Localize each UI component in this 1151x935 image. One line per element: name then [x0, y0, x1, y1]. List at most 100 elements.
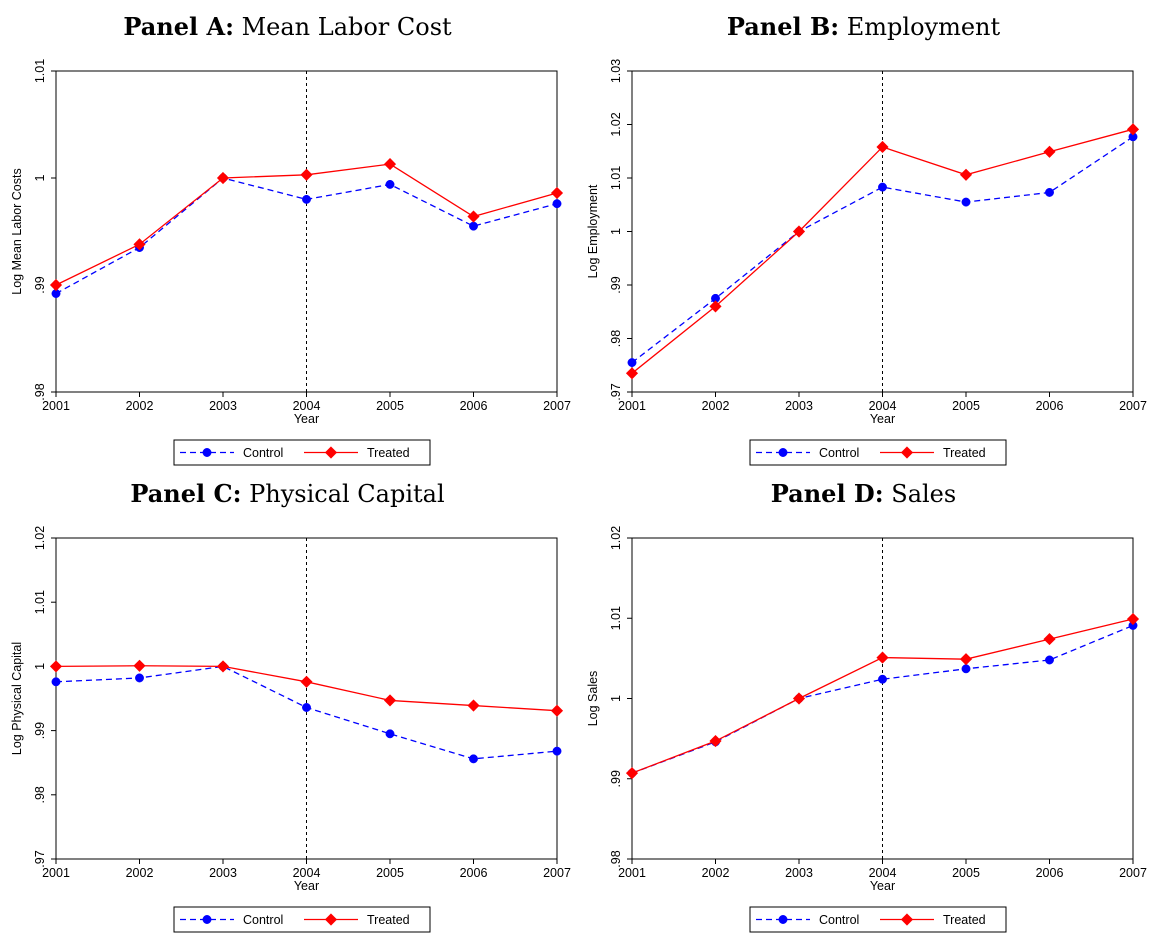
y-tick-label: .98: [609, 330, 623, 347]
panel-name: Mean Labor Cost: [241, 13, 452, 41]
legend-label-treated: Treated: [367, 446, 410, 460]
data-point-treated: [300, 675, 313, 688]
data-point-control: [302, 194, 311, 204]
y-tick-label: 1.01: [33, 59, 47, 83]
x-tick-label: 2005: [952, 399, 980, 413]
y-axis-title: Log Mean Labor Costs: [10, 168, 24, 294]
data-point-treated: [467, 699, 480, 712]
data-point-treated: [625, 767, 639, 780]
panel-name: Physical Capital: [249, 480, 445, 508]
x-tick-label: 2002: [702, 399, 730, 413]
y-tick-label: 1.01: [33, 590, 47, 614]
data-point-control: [878, 182, 887, 192]
data-point-treated: [1126, 123, 1140, 136]
legend-label-treated: Treated: [943, 913, 986, 927]
x-tick-label: 2006: [460, 399, 488, 413]
data-point-treated: [550, 704, 564, 717]
data-point-control: [552, 199, 562, 209]
data-point-treated: [133, 659, 146, 672]
x-tick-label: 2002: [126, 399, 154, 413]
y-tick-label: 1: [33, 663, 47, 670]
panel-label: Panel C:: [130, 479, 242, 508]
legend-marker-treated: [900, 913, 914, 926]
data-point-control: [385, 179, 395, 189]
data-point-control: [1045, 655, 1054, 665]
data-point-treated: [383, 694, 397, 707]
y-tick-label: .99: [33, 276, 47, 293]
x-tick-label: 2007: [1119, 866, 1147, 880]
x-tick-label: 2001: [42, 866, 70, 880]
legend-box: [173, 906, 431, 933]
data-point-treated: [959, 653, 973, 666]
data-point-treated: [876, 140, 889, 154]
y-tick-label: 1.01: [609, 166, 623, 190]
data-point-control: [469, 754, 478, 764]
data-point-treated: [383, 158, 397, 171]
panel-title: Panel D: Sales: [576, 479, 1151, 508]
y-tick-label: .97: [609, 383, 623, 400]
y-tick-label: 1.02: [609, 112, 623, 136]
chart-svg: .98 .99 1 1.01 1.02 2001 2002 2003 2004 2005 2006 2…: [586, 526, 1147, 933]
y-axis-title: Log Employment: [586, 184, 600, 278]
x-axis-title: Year: [294, 412, 319, 426]
data-point-control: [961, 664, 971, 674]
data-point-control: [385, 729, 395, 739]
x-tick-label: 2004: [869, 399, 897, 413]
legend-label-control: Control: [819, 913, 859, 927]
legend-marker-control: [778, 448, 788, 457]
x-tick-label: 2001: [42, 399, 70, 413]
y-tick-label: 1.02: [609, 526, 623, 550]
legend-marker-control: [202, 448, 212, 457]
panel-label: Panel A:: [123, 12, 234, 41]
data-point-treated: [959, 168, 973, 181]
x-tick-label: 2005: [376, 399, 404, 413]
x-tick-label: 2003: [209, 399, 237, 413]
x-tick-label: 2006: [1036, 399, 1064, 413]
legend-marker-treated: [900, 446, 914, 459]
panel-a: Panel A: Mean Labor Cost .98 .99 1 1.01 2001…: [0, 0, 575, 468]
x-tick-label: 2007: [543, 866, 571, 880]
data-point-treated: [49, 660, 63, 673]
legend-box: [749, 906, 1007, 933]
y-tick-label: 1.03: [609, 59, 623, 83]
panel-b: Panel B: Employment .97 .98 .99 1 1.01 1.02 1.…: [576, 0, 1151, 468]
panel-d: Panel D: Sales .98 .99 1 1.01 1.02 2001 2002 20…: [576, 467, 1151, 935]
chart-svg: .97 .98 .99 1 1.01 1.02 1.03 2001 2002 2003 2004 20…: [586, 59, 1147, 466]
data-point-treated: [876, 651, 889, 664]
x-axis-title: Year: [870, 412, 895, 426]
x-tick-label: 2007: [543, 399, 571, 413]
x-tick-label: 2005: [952, 866, 980, 880]
legend-marker-control: [202, 915, 212, 924]
x-tick-label: 2003: [785, 399, 813, 413]
y-tick-label: .98: [33, 383, 47, 400]
legend-box: [173, 439, 431, 466]
x-tick-label: 2006: [460, 866, 488, 880]
panel-title: Panel C: Physical Capital: [0, 479, 575, 508]
data-point-control: [878, 674, 887, 684]
panel-name: Employment: [846, 13, 1001, 41]
legend-label-treated: Treated: [943, 446, 986, 460]
data-point-treated: [550, 186, 564, 200]
chart-svg: .97 .98 .99 1 1.01 1.02 2001 2002 2003 2004 2005 20…: [10, 526, 571, 933]
legend-box: [749, 439, 1007, 466]
series-line-treated: [55, 163, 558, 286]
y-tick-label: .99: [609, 276, 623, 293]
data-point-treated: [709, 734, 722, 748]
data-point-control: [302, 703, 311, 712]
legend-label-treated: Treated: [367, 913, 410, 927]
x-tick-label: 2001: [618, 399, 646, 413]
x-tick-label: 2004: [293, 866, 321, 880]
data-point-control: [627, 358, 637, 368]
y-axis-title: Log Physical Capital: [10, 642, 24, 755]
legend-marker-control: [778, 915, 788, 924]
data-point-treated: [1126, 612, 1140, 626]
x-tick-label: 2004: [293, 399, 321, 413]
panel-label: Panel B:: [726, 12, 840, 41]
x-axis-title: Year: [294, 879, 319, 893]
data-point-treated: [1043, 145, 1056, 158]
y-tick-label: .98: [33, 786, 47, 803]
data-point-control: [469, 221, 478, 231]
x-tick-label: 2003: [209, 866, 237, 880]
data-point-treated: [300, 168, 313, 181]
data-point-treated: [467, 210, 480, 223]
